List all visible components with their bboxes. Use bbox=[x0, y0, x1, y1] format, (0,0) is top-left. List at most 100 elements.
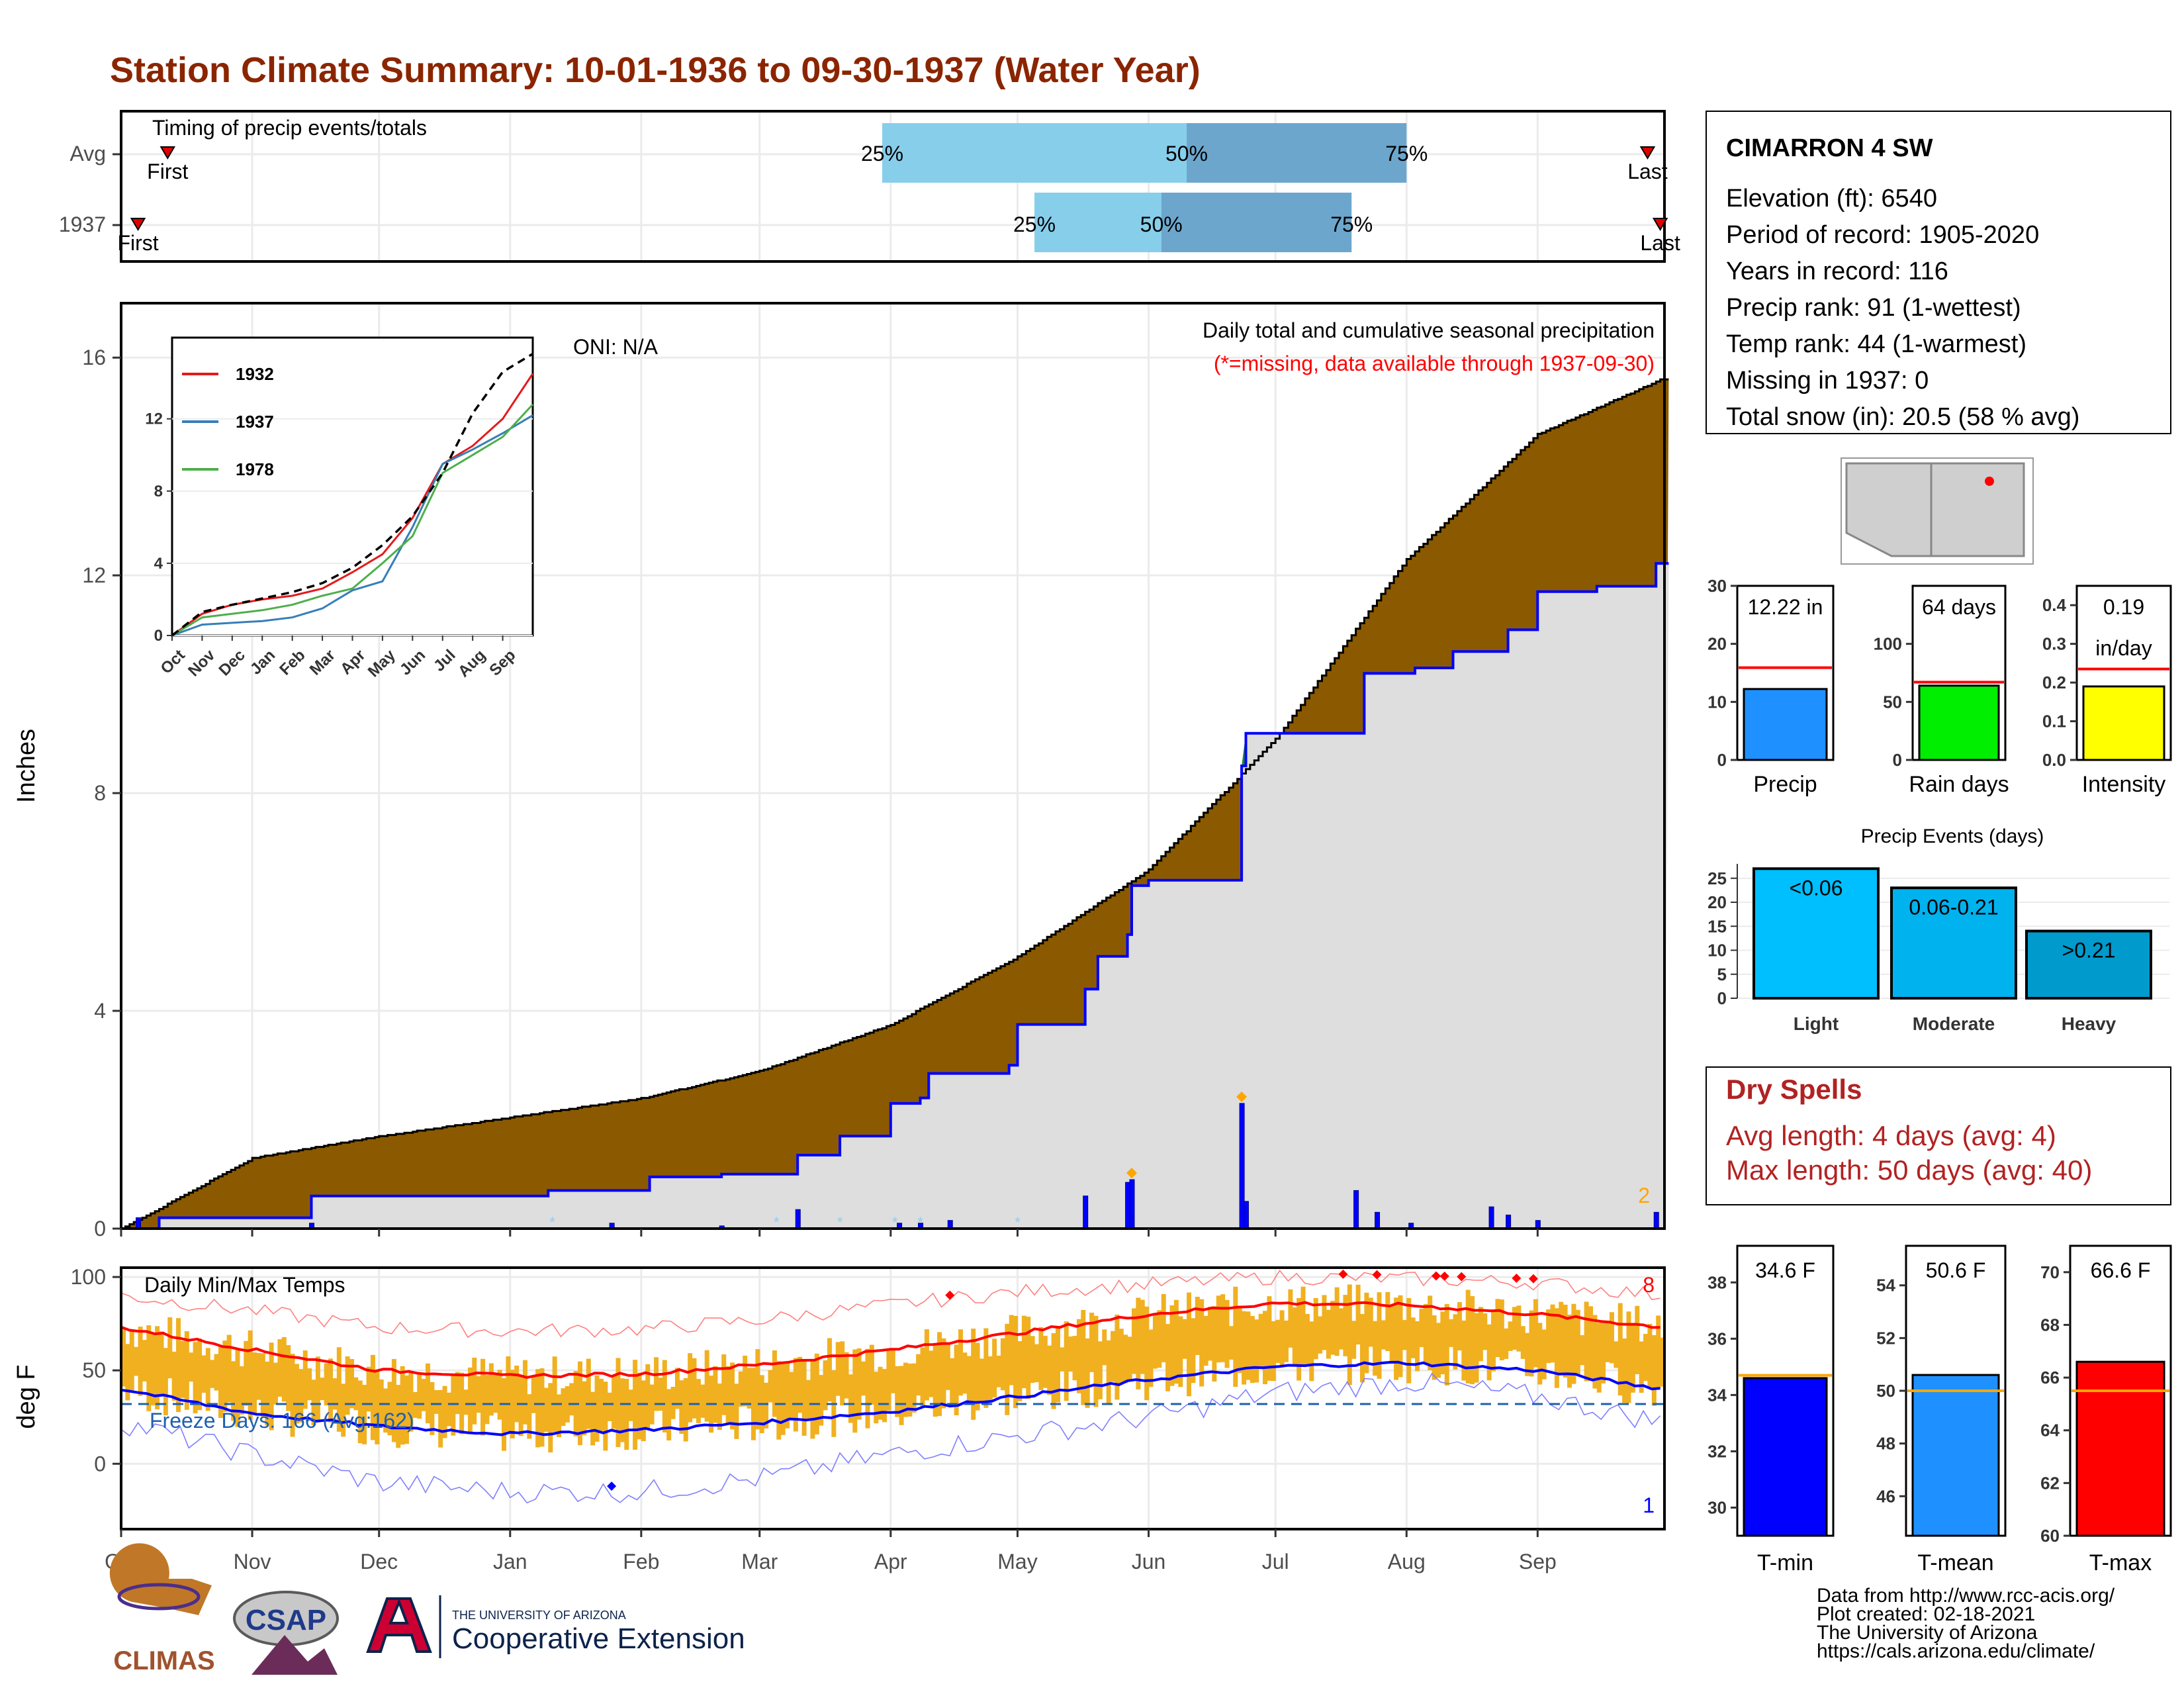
snow-marker-icon: * bbox=[1015, 1214, 1021, 1231]
daily-temp-bar bbox=[628, 1389, 633, 1421]
daily-temp-bar bbox=[1034, 1344, 1040, 1383]
inset-y-tick-label: 12 bbox=[145, 410, 163, 428]
daily-temp-bar bbox=[408, 1372, 414, 1432]
daily-temp-bar bbox=[277, 1339, 283, 1397]
inset-x-tick-label: Jun bbox=[396, 646, 429, 679]
daily-temp-bar bbox=[260, 1353, 265, 1417]
inset-y-tick-label: 8 bbox=[154, 483, 163, 500]
daily-temp-bar bbox=[543, 1387, 549, 1432]
station-missing: Missing in 1937: 0 bbox=[1726, 367, 1929, 395]
daily-precip-bar bbox=[1488, 1206, 1494, 1229]
daily-temp-bar bbox=[1596, 1323, 1602, 1393]
daily-temp-bar bbox=[911, 1363, 917, 1413]
daily-temp-bar bbox=[244, 1340, 249, 1406]
daily-temp-bar bbox=[171, 1351, 177, 1401]
daily-temp-bar bbox=[531, 1377, 536, 1413]
daily-temp-bar bbox=[1127, 1336, 1132, 1380]
temp-summary-y-tick-label: 60 bbox=[2040, 1526, 2060, 1546]
daily-temp-bar bbox=[336, 1347, 341, 1432]
daily-temp-bar bbox=[1474, 1313, 1479, 1383]
daily-temp-bar bbox=[463, 1389, 469, 1415]
daily-temp-bar bbox=[1118, 1329, 1124, 1385]
events-bar-moderate bbox=[1890, 886, 2017, 1000]
daily-temp-bar bbox=[1453, 1314, 1458, 1370]
daily-temp-bar bbox=[214, 1354, 219, 1391]
inset-x-tick-label: Sep bbox=[486, 646, 519, 679]
timing-p25-label: 25% bbox=[1013, 212, 1056, 236]
daily-temp-bar bbox=[1347, 1284, 1352, 1385]
station-years: Years in record: 116 bbox=[1726, 258, 1948, 285]
daily-temp-bar bbox=[1499, 1299, 1504, 1360]
daily-temp-bar bbox=[383, 1388, 388, 1433]
temp-summary-y-tick-label: 66 bbox=[2040, 1368, 2060, 1387]
snow-marker-icon: * bbox=[774, 1214, 780, 1231]
daily-precip-bar bbox=[1129, 1179, 1135, 1229]
precip-y-label: Inches bbox=[13, 729, 40, 803]
events-y-tick-label: 10 bbox=[1707, 941, 1727, 961]
daily-temp-bar bbox=[688, 1353, 693, 1423]
daily-temp-bar bbox=[987, 1356, 993, 1401]
month-label: Dec bbox=[360, 1550, 398, 1573]
daily-temp-bar bbox=[210, 1360, 215, 1388]
daily-temp-bar bbox=[248, 1330, 253, 1420]
temp-y-tick-label: 100 bbox=[71, 1265, 106, 1289]
daily-temp-bar bbox=[480, 1358, 486, 1436]
summary-y-tick-label: 0.0 bbox=[2042, 750, 2066, 770]
daily-temp-bar bbox=[1304, 1313, 1310, 1367]
daily-temp-bar bbox=[400, 1366, 405, 1445]
daily-temp-bar bbox=[493, 1373, 498, 1413]
daily-temp-bar bbox=[725, 1366, 731, 1424]
daily-temp-bar bbox=[743, 1355, 748, 1407]
daily-temp-bar bbox=[1173, 1299, 1179, 1384]
daily-temp-bar bbox=[983, 1328, 989, 1408]
daily-temp-bar bbox=[1368, 1297, 1373, 1347]
daily-temp-bar bbox=[1157, 1310, 1162, 1368]
events-category-label: Light bbox=[1794, 1013, 1839, 1034]
daily-temp-bar bbox=[1263, 1311, 1268, 1385]
daily-temp-bar bbox=[594, 1375, 600, 1442]
inset-x-tick-label: Apr bbox=[337, 646, 369, 678]
temp-summary-y-tick-label: 34 bbox=[1707, 1385, 1727, 1405]
month-label: Sep bbox=[1519, 1550, 1557, 1573]
freeze-days-label: Freeze Days: 166 (Avg:162) bbox=[150, 1409, 414, 1432]
climas-wordmark: CLIMAS bbox=[113, 1646, 214, 1675]
month-label: May bbox=[997, 1550, 1037, 1573]
daily-temp-bar bbox=[176, 1318, 181, 1413]
temp-summary-value-label: 34.6 F bbox=[1755, 1258, 1815, 1282]
temp-summary-y-tick-label: 68 bbox=[2040, 1315, 2060, 1335]
temp-y-tick-label: 0 bbox=[94, 1452, 106, 1476]
timing-first-marker-icon bbox=[130, 218, 146, 231]
daily-temp-bar bbox=[1617, 1303, 1623, 1396]
daily-temp-bar bbox=[1064, 1321, 1069, 1401]
daily-temp-bar bbox=[1115, 1314, 1120, 1400]
daily-temp-bar bbox=[1651, 1335, 1657, 1406]
summary-value-bar bbox=[1743, 688, 1828, 761]
csap-mountain-icon bbox=[251, 1635, 338, 1675]
precip-y-tick-label: 4 bbox=[94, 999, 106, 1023]
daily-temp-bar bbox=[180, 1340, 185, 1398]
daily-temp-bar bbox=[281, 1336, 287, 1402]
daily-temp-bar bbox=[933, 1345, 938, 1417]
daily-temp-bar bbox=[768, 1370, 773, 1403]
daily-temp-bar bbox=[239, 1366, 244, 1415]
daily-temp-bar bbox=[1246, 1311, 1251, 1380]
daily-temp-bar bbox=[231, 1361, 236, 1421]
daily-temp-bar bbox=[1470, 1296, 1475, 1385]
daily-temp-bar bbox=[1432, 1315, 1437, 1380]
daily-temp-bar bbox=[945, 1344, 950, 1390]
daily-temp-bar bbox=[1237, 1307, 1242, 1374]
daily-temp-bar bbox=[1343, 1295, 1348, 1356]
daily-temp-bar bbox=[1140, 1299, 1145, 1374]
daily-temp-bar bbox=[806, 1380, 811, 1419]
station-elevation: Elevation (ft): 6540 bbox=[1726, 185, 1937, 212]
daily-temp-bar bbox=[747, 1368, 752, 1409]
daily-temp-bar bbox=[1394, 1297, 1399, 1380]
daily-temp-bar bbox=[1017, 1341, 1023, 1401]
timing-p50-label: 50% bbox=[1140, 212, 1183, 236]
daily-precip-bar bbox=[136, 1217, 142, 1229]
timing-row-year-label: 1937 bbox=[59, 212, 106, 236]
daily-temp-bar bbox=[1111, 1331, 1116, 1382]
page-title: Station Climate Summary: 10-01-1936 to 0… bbox=[110, 50, 1201, 90]
events-y-tick-label: 25 bbox=[1707, 868, 1727, 888]
daily-temp-bar bbox=[404, 1375, 410, 1444]
